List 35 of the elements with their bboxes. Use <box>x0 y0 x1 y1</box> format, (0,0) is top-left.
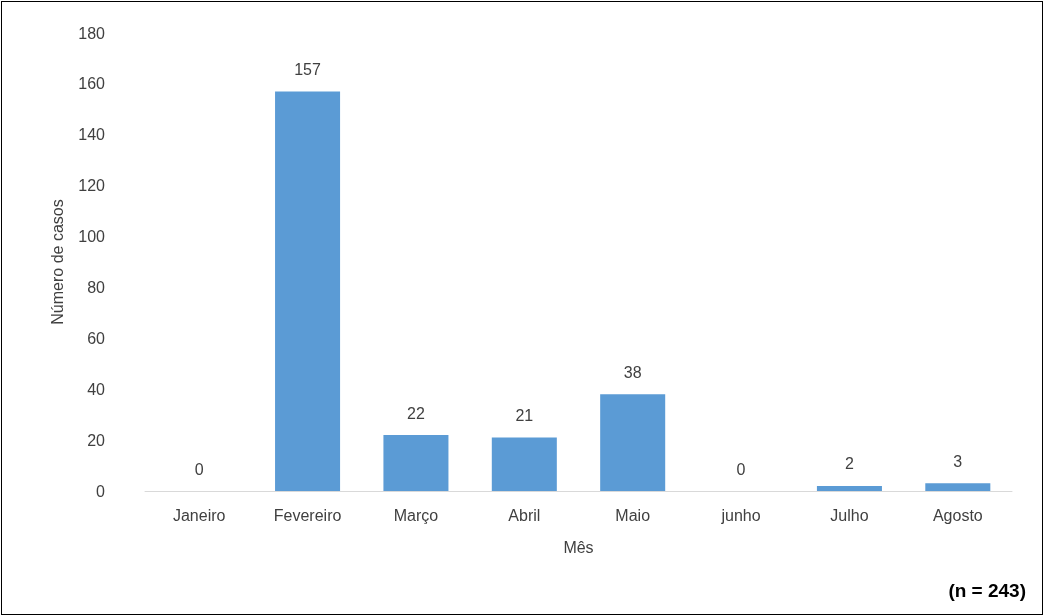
x-tick-label: Fevereiro <box>273 506 342 524</box>
y-tick-label: 100 <box>78 228 106 246</box>
data-label: 38 <box>623 363 642 381</box>
data-label: 21 <box>515 407 534 425</box>
bar <box>925 483 991 491</box>
y-tick-label: 60 <box>87 329 106 347</box>
data-label: 2 <box>844 455 854 473</box>
x-tick-label: Abril <box>508 506 541 524</box>
x-axis-title: Mês <box>563 538 594 556</box>
data-label: 0 <box>736 460 746 478</box>
bar <box>275 91 341 491</box>
y-axis-title: Número de casos <box>48 199 66 325</box>
y-tick-label: 80 <box>87 278 106 296</box>
bar <box>383 435 449 491</box>
bar <box>491 437 557 491</box>
y-tick-label: 160 <box>78 75 106 93</box>
data-label: 0 <box>194 460 204 478</box>
y-tick-label: 0 <box>96 482 106 500</box>
y-tick-label: 180 <box>78 24 106 42</box>
x-tick-label: junho <box>720 506 761 524</box>
y-tick-label: 140 <box>78 126 106 144</box>
data-label: 157 <box>294 61 322 79</box>
x-tick-label: Julho <box>830 506 869 524</box>
data-label: 3 <box>953 452 963 470</box>
x-tick-label: Março <box>393 506 439 524</box>
text: (n = 243) <box>948 580 1027 601</box>
bar <box>600 394 666 491</box>
y-tick-label: 120 <box>78 177 106 195</box>
y-tick-label: 40 <box>87 380 106 398</box>
x-tick-label: Janeiro <box>172 506 226 524</box>
data-label: 22 <box>407 404 425 422</box>
y-tick-label: 20 <box>87 431 106 449</box>
x-tick-label: Maio <box>615 506 651 524</box>
x-tick-label: Agosto <box>932 506 983 524</box>
bar <box>816 485 882 491</box>
